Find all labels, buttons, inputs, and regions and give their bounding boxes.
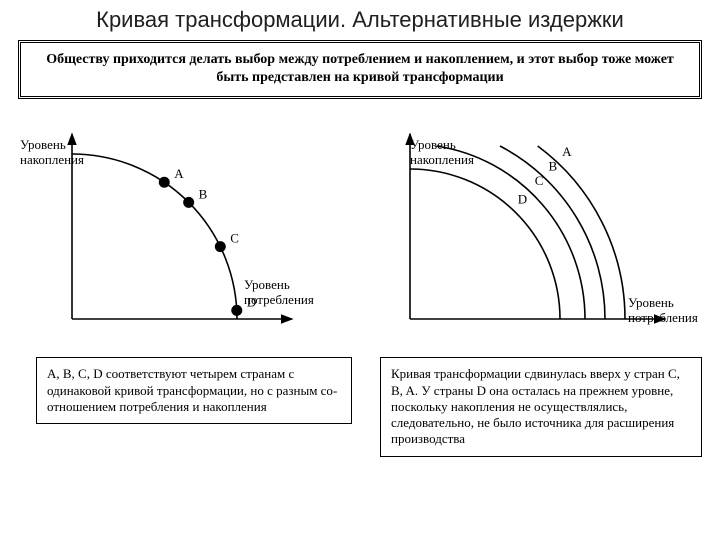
curve-label: B [548, 159, 557, 174]
right-caption: Кривая трансформации сдвинулась вверх у … [380, 357, 702, 456]
left-column: ABCDУровеньнакопленияУровеньпотребления … [12, 109, 362, 456]
curve-label: C [535, 173, 544, 188]
x-axis-label: Уровень [244, 277, 290, 292]
ppf-curve [72, 154, 237, 319]
right-column: ABCDУровеньнакопленияУровеньпотребления … [370, 109, 720, 456]
left-chart: ABCDУровеньнакопленияУровеньпотребления [12, 109, 362, 349]
ppf-curve [436, 146, 585, 319]
data-point [159, 177, 170, 188]
charts-row: ABCDУровеньнакопленияУровеньпотребления … [12, 109, 708, 456]
page-root: Кривая трансформации. Альтернативные изд… [0, 0, 720, 540]
y-axis-label: Уровень [20, 137, 66, 152]
point-label: A [174, 166, 184, 181]
point-label: B [199, 187, 208, 202]
left-chart-svg: ABCDУровеньнакопленияУровеньпотребления [12, 109, 362, 349]
y-axis-label: накопления [410, 152, 474, 167]
data-point [183, 197, 194, 208]
data-point [231, 305, 242, 316]
x-axis-label: потребления [244, 292, 314, 307]
y-axis-label: Уровень [410, 137, 456, 152]
x-axis-label: потребления [628, 310, 698, 325]
left-caption: A, B, C, D соответствуют четырем странам… [36, 357, 352, 424]
intro-banner-text: Обществу приходится делать выбор между п… [33, 51, 687, 89]
right-chart-svg: ABCDУровеньнакопленияУровеньпотребления [370, 109, 720, 349]
x-axis-label: Уровень [628, 295, 674, 310]
intro-banner: Обществу приходится делать выбор между п… [18, 40, 702, 100]
curve-label: A [562, 144, 572, 159]
right-chart: ABCDУровеньнакопленияУровеньпотребления [370, 109, 720, 349]
y-axis-label: накопления [20, 152, 84, 167]
point-label: C [230, 231, 239, 246]
page-title: Кривая трансформации. Альтернативные изд… [12, 6, 708, 34]
curve-label: D [518, 192, 527, 207]
data-point [215, 241, 226, 252]
ppf-curve [410, 169, 560, 319]
